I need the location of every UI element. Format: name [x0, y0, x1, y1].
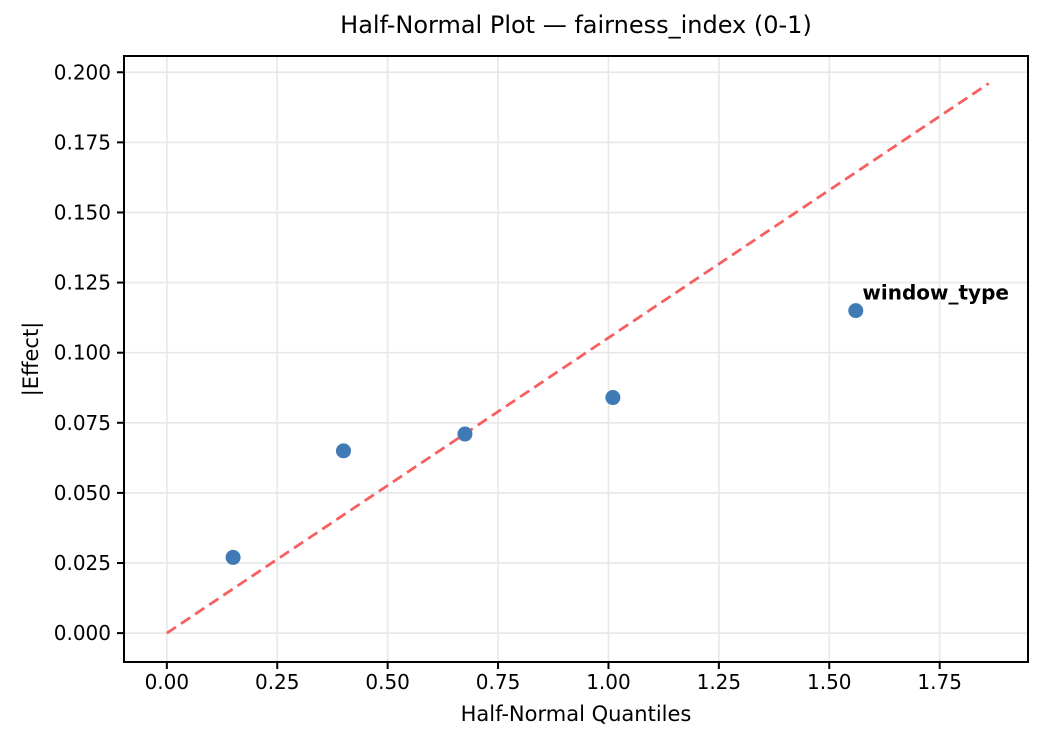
chart-title: Half-Normal Plot — fairness_index (0-1) [340, 11, 812, 39]
x-axis-label: Half-Normal Quantiles [460, 702, 692, 726]
data-point [848, 303, 864, 319]
x-tick-label: 1.50 [807, 670, 852, 694]
y-tick-label: 0.000 [54, 621, 111, 645]
data-point [225, 549, 241, 565]
y-tick-label: 0.200 [54, 60, 111, 84]
x-tick-label: 0.75 [476, 670, 521, 694]
y-tick-label: 0.100 [54, 341, 111, 365]
x-tick-label: 0.25 [255, 670, 300, 694]
x-tick-label: 1.00 [586, 670, 631, 694]
y-tick-label: 0.025 [54, 551, 111, 575]
y-tick-label: 0.075 [54, 411, 111, 435]
data-point [605, 390, 621, 406]
x-tick-label: 1.75 [917, 670, 962, 694]
y-tick-label: 0.125 [54, 271, 111, 295]
y-tick-label: 0.150 [54, 200, 111, 224]
plot-frame [123, 55, 1029, 663]
y-tick-label: 0.050 [54, 481, 111, 505]
data-point [335, 443, 351, 459]
data-point [457, 426, 473, 442]
reference-line [166, 82, 990, 635]
x-tick-label: 1.25 [697, 670, 742, 694]
y-tick-label: 0.175 [54, 130, 111, 154]
x-tick-label: 0.00 [145, 670, 190, 694]
annotation-window-type: window_type [862, 280, 1009, 304]
x-tick-label: 0.50 [365, 670, 410, 694]
